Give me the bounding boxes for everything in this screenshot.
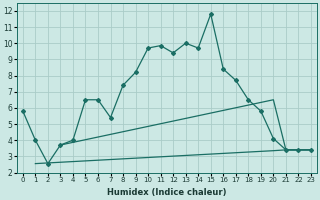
X-axis label: Humidex (Indice chaleur): Humidex (Indice chaleur)	[107, 188, 227, 197]
